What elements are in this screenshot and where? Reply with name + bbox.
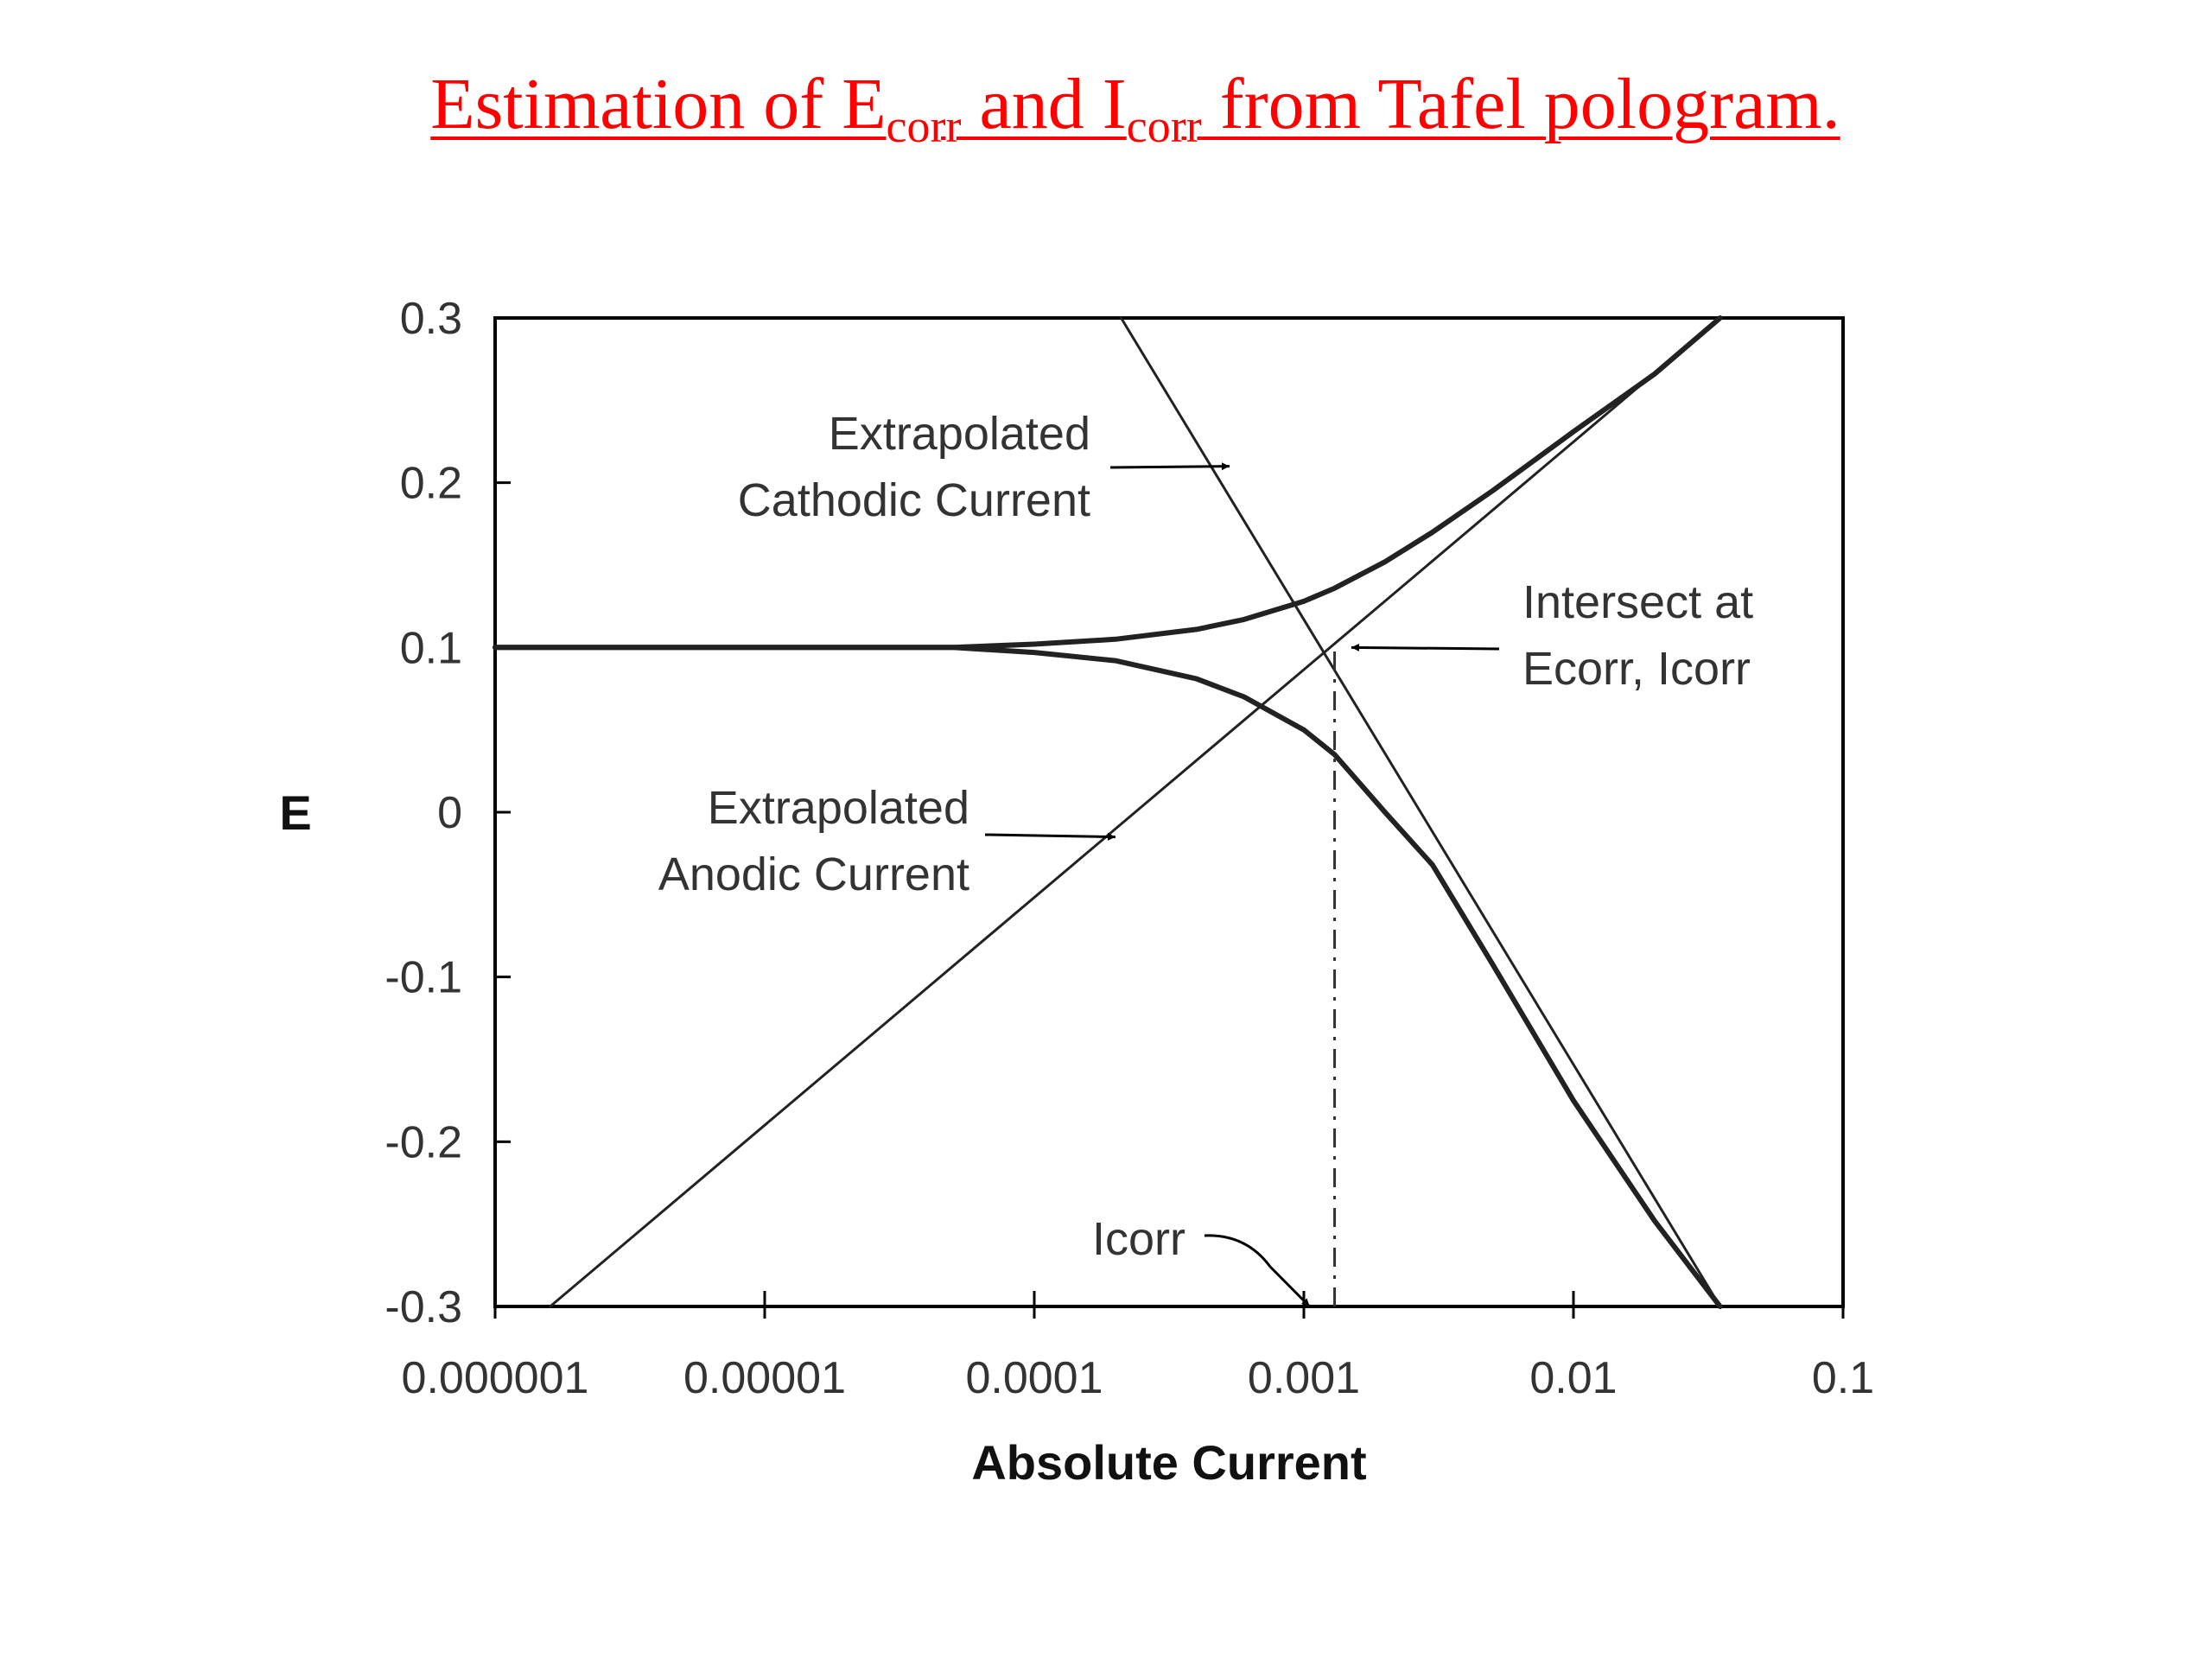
annotation-intersect-line1: Intersect at bbox=[1522, 576, 1753, 628]
title-text-1: Estimation of E bbox=[430, 64, 887, 144]
title-text-2: and I bbox=[961, 64, 1127, 144]
icorr-leader-curve bbox=[1204, 1234, 1272, 1268]
annotation-anodic-line2: Anodic Current bbox=[658, 849, 969, 900]
annotation-intersect-line2: Ecorr, Icorr bbox=[1522, 643, 1751, 695]
y-tick-label: 0.2 bbox=[400, 459, 462, 509]
x-tick-label: 0.01 bbox=[1529, 1353, 1617, 1403]
icorr-arrow bbox=[1268, 1265, 1311, 1308]
y-tick-label: 0 bbox=[437, 788, 462, 838]
x-tick-label: 0.001 bbox=[1248, 1353, 1360, 1403]
annotation-anodic-line1: Extrapolated bbox=[708, 782, 969, 834]
y-tick-label: -0.2 bbox=[385, 1117, 462, 1167]
x-tick-label: 0.00001 bbox=[683, 1353, 846, 1403]
x-axis-title: Absolute Current bbox=[971, 1435, 1366, 1490]
measured-cathodic-branch-line bbox=[493, 645, 1723, 1309]
x-tick-label: 0.1 bbox=[1812, 1353, 1874, 1403]
annotation-cathodic-line1: Extrapolated bbox=[829, 408, 1090, 460]
extrapolated-cathodic-line bbox=[1120, 316, 1722, 1308]
slide-title: Estimation of Ecorr and Icorr from Tafel… bbox=[0, 62, 2212, 149]
y-axis-title: E bbox=[279, 785, 311, 840]
extrapolated-anodic-line bbox=[549, 316, 1722, 1308]
y-tick-label: -0.3 bbox=[385, 1282, 462, 1332]
title-subscript-icorr: corr bbox=[1126, 100, 1202, 152]
annotation-cathodic-line2: Cathodic Current bbox=[738, 474, 1090, 526]
annotation-icorr: Icorr bbox=[1092, 1213, 1185, 1265]
title-text-3: from Tafel pologram. bbox=[1201, 64, 1840, 144]
y-tick-label: 0.3 bbox=[400, 294, 462, 344]
anodic-arrow bbox=[984, 832, 1116, 841]
y-tick-label: 0.1 bbox=[400, 623, 462, 673]
measured-anodic-branch-line bbox=[493, 315, 1723, 651]
title-subscript-ecorr: corr bbox=[886, 100, 962, 152]
y-tick-label: -0.1 bbox=[385, 953, 462, 1003]
intersect-arrow bbox=[1351, 643, 1500, 652]
x-tick-label: 0.0001 bbox=[965, 1353, 1103, 1403]
x-tick-label: 0.000001 bbox=[402, 1353, 589, 1403]
